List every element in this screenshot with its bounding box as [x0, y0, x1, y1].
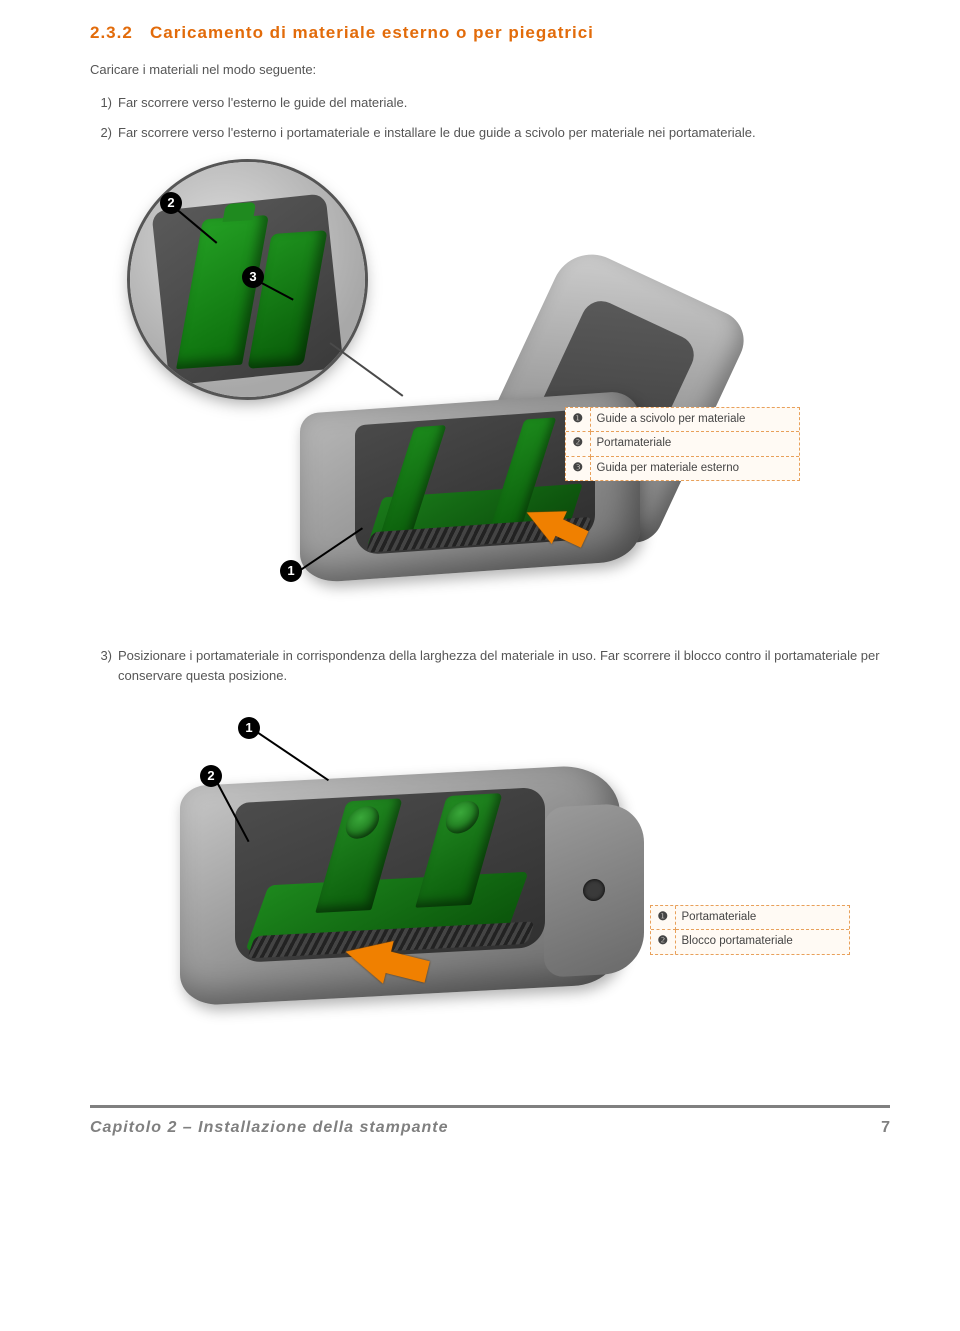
- legend-symbol: ❷: [651, 930, 675, 954]
- legend-label: Portamateriale: [590, 432, 799, 456]
- intro-text: Caricare i materiali nel modo seguente:: [90, 60, 890, 80]
- step-1-num: 1): [90, 93, 118, 113]
- footer-chapter: Capitolo 2 – Installazione della stampan…: [90, 1116, 449, 1140]
- legend-row: ❷ Portamateriale: [566, 432, 799, 456]
- step-2-text: Far scorrere verso l'esterno i portamate…: [118, 123, 890, 143]
- step-2: 2) Far scorrere verso l'esterno i portam…: [90, 123, 890, 143]
- legend-symbol: ❸: [566, 456, 590, 480]
- step-3: 3) Posizionare i portamateriale in corri…: [90, 646, 890, 685]
- printer-side-panel: [544, 802, 644, 977]
- legend-symbol: ❶: [566, 408, 590, 432]
- figure-1: 2 3 1 ❶ Guide a scivolo per materiale ❷ …: [130, 162, 770, 622]
- step-1: 1) Far scorrere verso l'esterno le guide…: [90, 93, 890, 113]
- callout-badge-3: 3: [242, 266, 264, 288]
- legend-1: ❶ Guide a scivolo per materiale ❷ Portam…: [565, 407, 800, 481]
- section-heading: 2.3.2 Caricamento di materiale esterno o…: [90, 20, 890, 46]
- section-number: 2.3.2: [90, 23, 133, 42]
- step-3-text: Posizionare i portamateriale in corrispo…: [118, 646, 890, 685]
- footer-page-number: 7: [881, 1116, 890, 1140]
- legend-row: ❸ Guida per materiale esterno: [566, 456, 799, 480]
- legend-label: Blocco portamateriale: [675, 930, 849, 954]
- printer-illustration-2: [180, 735, 640, 1015]
- step-3-num: 3): [90, 646, 118, 685]
- legend-table: ❶ Guide a scivolo per materiale ❷ Portam…: [566, 408, 799, 480]
- callout-badge-2: 2: [160, 192, 182, 214]
- section-title-text: Caricamento di materiale esterno o per p…: [150, 23, 594, 42]
- step-2-num: 2): [90, 123, 118, 143]
- page-footer: Capitolo 2 – Installazione della stampan…: [90, 1105, 890, 1140]
- printer-cavity-2: [235, 787, 545, 963]
- legend-2: ❶ Portamateriale ❷ Blocco portamateriale: [650, 905, 850, 955]
- callout-badge-1: 1: [280, 560, 302, 582]
- callout-badge-1b: 1: [238, 717, 260, 739]
- legend-row: ❷ Blocco portamateriale: [651, 930, 849, 954]
- legend-symbol: ❶: [651, 906, 675, 930]
- legend-symbol: ❷: [566, 432, 590, 456]
- legend-row: ❶ Portamateriale: [651, 906, 849, 930]
- callout-badge-2b: 2: [200, 765, 222, 787]
- legend-label: Guide a scivolo per materiale: [590, 408, 799, 432]
- legend-label: Guida per materiale esterno: [590, 456, 799, 480]
- legend-label: Portamateriale: [675, 906, 849, 930]
- legend-table: ❶ Portamateriale ❷ Blocco portamateriale: [651, 906, 849, 954]
- step-1-text: Far scorrere verso l'esterno le guide de…: [118, 93, 890, 113]
- legend-row: ❶ Guide a scivolo per materiale: [566, 408, 799, 432]
- figure-2: 1 2 ❶ Portamateriale ❷ Blocco portamater…: [140, 705, 720, 1045]
